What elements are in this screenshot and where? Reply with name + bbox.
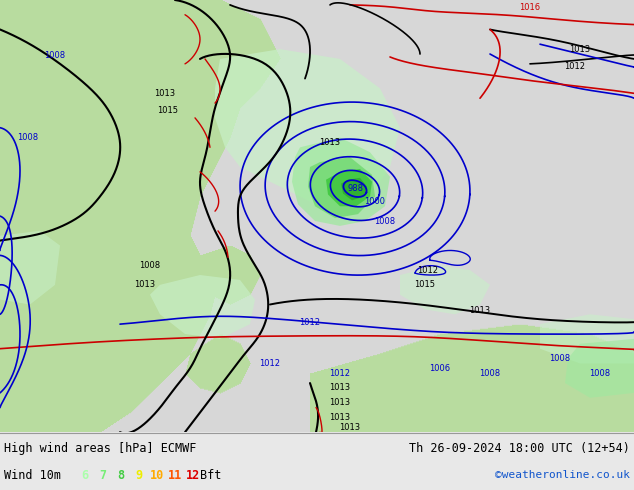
Polygon shape [400,265,490,314]
Text: 1008: 1008 [139,261,160,270]
Polygon shape [150,275,255,339]
Text: 7: 7 [100,468,107,482]
Text: 1012: 1012 [330,369,351,378]
Text: 1013: 1013 [134,280,155,290]
Text: 1013: 1013 [320,138,340,147]
Text: Th 26-09-2024 18:00 UTC (12+54): Th 26-09-2024 18:00 UTC (12+54) [409,441,630,455]
Text: 988: 988 [347,184,363,193]
Polygon shape [326,169,372,206]
Text: 10: 10 [150,468,164,482]
Text: Wind 10m: Wind 10m [4,468,61,482]
Text: 8: 8 [117,468,124,482]
Text: 1012: 1012 [259,359,280,368]
Text: 1016: 1016 [519,3,541,12]
Text: Bft: Bft [200,468,222,482]
Text: 1008: 1008 [375,217,396,225]
Polygon shape [565,339,634,398]
Polygon shape [0,231,60,304]
Text: 1015: 1015 [415,280,436,290]
Text: 1012: 1012 [418,266,439,274]
Text: 1013: 1013 [155,89,176,98]
Text: 1013: 1013 [469,306,491,315]
Text: 1012: 1012 [299,318,321,327]
Text: 1013: 1013 [330,413,351,422]
Text: 1013: 1013 [330,398,351,407]
Polygon shape [215,49,400,206]
Text: 1000: 1000 [365,197,385,206]
Text: 1008: 1008 [550,354,571,363]
Text: 1008: 1008 [18,133,39,142]
Text: 1015: 1015 [157,105,179,115]
Text: 1012: 1012 [564,62,586,71]
Text: High wind areas [hPa] ECMWF: High wind areas [hPa] ECMWF [4,441,197,455]
Text: 1008: 1008 [44,51,65,60]
Text: 1008: 1008 [590,369,611,378]
Polygon shape [341,178,367,200]
Text: 11: 11 [168,468,182,482]
Text: 12: 12 [186,468,200,482]
Polygon shape [308,157,375,218]
Text: 1008: 1008 [479,369,501,378]
Polygon shape [540,314,634,364]
Text: 1006: 1006 [429,364,451,373]
Text: 9: 9 [136,468,143,482]
Text: ©weatheronline.co.uk: ©weatheronline.co.uk [495,470,630,480]
Text: 6: 6 [81,468,89,482]
Text: 1013: 1013 [330,384,351,392]
Polygon shape [292,138,390,226]
Text: 1013: 1013 [569,45,590,53]
Text: 1013: 1013 [339,423,361,432]
